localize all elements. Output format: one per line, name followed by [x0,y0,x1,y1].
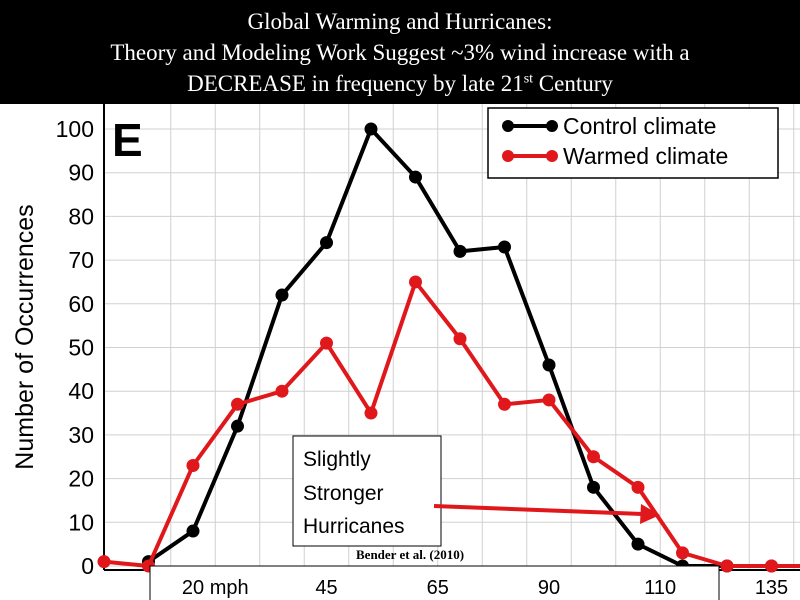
y-tick-label: 80 [68,203,94,229]
legend-marker-control-end [546,120,558,132]
data-point-control [453,244,467,258]
data-point-warmed [631,480,645,494]
data-point-warmed [453,332,467,346]
x-tick-label: 65 [427,577,449,599]
data-point-warmed [587,450,600,464]
annotation-arrow-head [640,504,660,524]
data-point-control [587,480,600,494]
data-point-warmed [320,336,333,350]
title-line-2: Theory and Modeling Work Suggest ~3% win… [110,40,690,65]
annotation-box [292,435,442,547]
data-point-control [364,122,378,136]
data-point-control [231,419,244,433]
data-point-control [631,537,645,551]
x-tick-label: 45 [315,577,337,599]
legend-marker-warmed [502,150,514,162]
y-tick-labels: 0 10 20 30 40 50 60 70 80 90 100 [56,116,94,579]
slide-title: Global Warming and Hurricanes: Theory an… [0,0,800,104]
title-line-3-superscript: st [523,71,534,87]
legend: Control climate Warmed climate [487,107,779,179]
data-point-warmed [542,393,556,407]
y-tick-label: 50 [68,335,94,361]
data-point-warmed [498,397,511,411]
data-point-control [409,170,422,184]
legend-label-control: Control climate [563,113,716,139]
legend-marker-warmed-end [546,150,558,162]
annotation-arrow [433,504,644,516]
title-line-1: Global Warming and Hurricanes: [247,9,553,34]
source-credit: Bender et al. (2010) [356,547,464,562]
data-point-warmed [364,406,378,420]
legend-box [487,107,779,179]
data-point-warmed [186,458,200,472]
data-point-control [186,524,200,538]
x-tick-label: 90 [538,577,560,599]
y-tick-label: 30 [68,422,94,448]
title-line-3: DECREASE in frequency by late 21st Centu… [0,68,800,99]
legend-label-warmed: Warmed climate [563,143,728,169]
plot-area [104,104,800,600]
data-point-warmed [765,559,778,573]
y-tick-label: 90 [68,160,94,186]
title-line-3-main: DECREASE in frequency by late 21 [187,71,524,96]
y-tick-label: 60 [68,291,94,317]
title-line-3-end: Century [533,71,613,96]
annotation: Slightly Stronger Hurricanes [292,435,660,547]
panel-letter: E [112,114,143,166]
series-layer [97,122,800,573]
y-axis-label: Number of Occurrences [11,204,39,469]
x-tick-label: 20 mph [182,577,249,599]
annotation-line-2: Stronger [303,482,384,505]
y-tick-label: 70 [68,247,94,273]
y-tick-label: 20 [68,466,94,492]
x-tick-label-box [149,565,720,600]
x-tick-label: 135 [755,577,788,599]
annotation-line-1: Slightly [303,448,371,471]
y-tick-label: 100 [56,116,94,142]
occurrences-chart: 0 10 20 30 40 50 60 70 80 90 100 Number of Occurre… [11,104,800,600]
x-tick-label: 110 [644,577,676,599]
y-tick-label: 40 [68,378,94,404]
data-point-control [498,240,511,254]
data-point-warmed [275,384,289,398]
data-point-control [542,358,556,372]
legend-marker-control [502,120,514,132]
y-tick-label: 10 [68,509,94,535]
data-point-control [320,236,333,250]
data-point-warmed [409,275,422,289]
x-tick-labels: 20 mph 45 65 90 110 135 [182,577,788,599]
data-point-control [275,288,289,302]
data-point-warmed [676,546,689,560]
data-point-warmed [231,397,244,411]
data-point-warmed [720,559,734,573]
y-tick-label: 0 [81,553,94,579]
annotation-line-3: Hurricanes [303,515,405,538]
data-point-warmed [97,555,111,569]
